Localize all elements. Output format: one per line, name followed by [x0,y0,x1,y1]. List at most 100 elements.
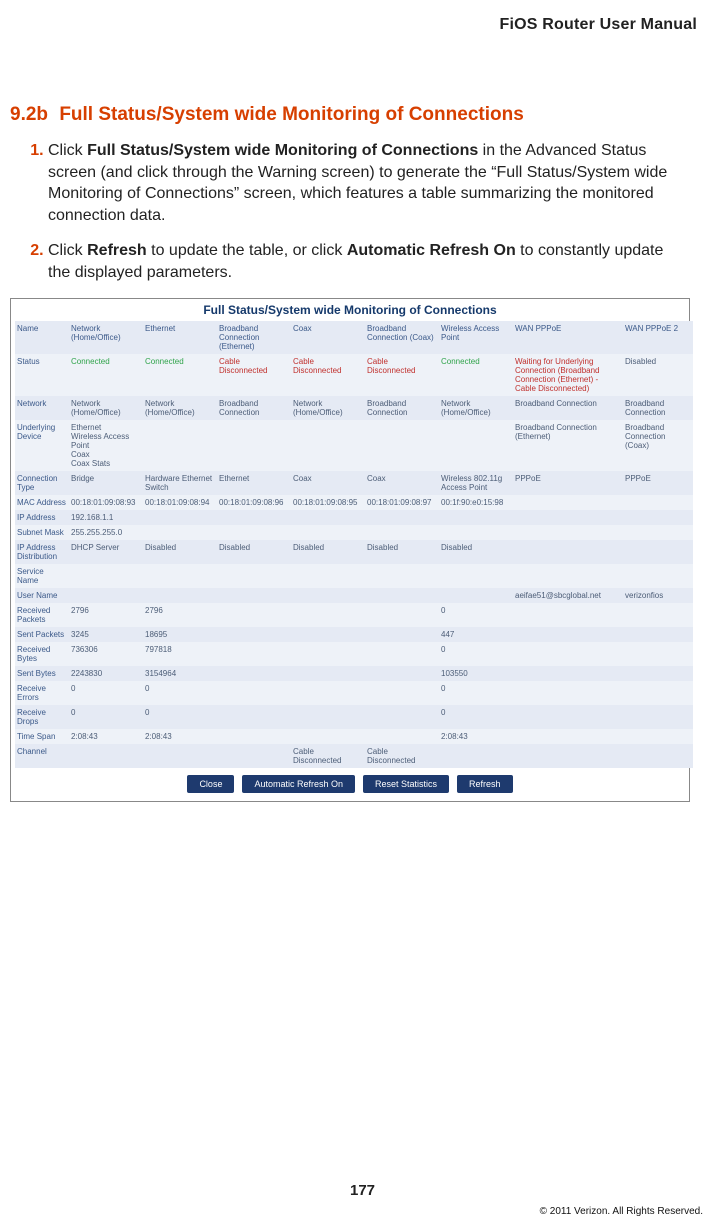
cell [365,525,439,540]
table-header-row: NameNetwork (Home/Office)EthernetBroadba… [15,321,693,354]
cell: 192.168.1.1 [69,510,143,525]
col-header: Ethernet [143,321,217,354]
cell [623,744,693,768]
cell [439,510,513,525]
cell: Connected [439,354,513,396]
cell [217,642,291,666]
table-row: Receive Errors000 [15,681,693,705]
cell: Wireless 802.11g Access Point [439,471,513,495]
table-row: IP Address192.168.1.1 [15,510,693,525]
col-header-rowname: Name [15,321,69,354]
row-label: Network [15,396,69,420]
step2-b2: Automatic Refresh On [347,242,516,259]
cell [291,642,365,666]
cell: 00:18:01:09:08:97 [365,495,439,510]
cell: 00:18:01:09:08:95 [291,495,365,510]
cell: Ethernet [217,471,291,495]
cell [217,420,291,471]
cell [291,705,365,729]
cell: Broadband Connection [623,396,693,420]
table-row: Sent Packets324518695447 [15,627,693,642]
cell: Cable Disconnected [365,354,439,396]
cell: Coax [291,471,365,495]
cell [623,540,693,564]
cell [439,525,513,540]
cell [217,744,291,768]
table-row: Service Name [15,564,693,588]
cell: 0 [69,705,143,729]
cell [217,564,291,588]
copyright-text: © 2011 Verizon. All Rights Reserved. [540,1206,703,1217]
screenshot-box: Full Status/System wide Monitoring of Co… [10,298,690,802]
row-label: Received Packets [15,603,69,627]
step1-bold: Full Status/System wide Monitoring of Co… [87,142,478,159]
section-title: Full Status/System wide Monitoring of Co… [59,104,523,125]
row-label: Service Name [15,564,69,588]
cell: Network (Home/Office) [439,396,513,420]
row-label: Status [15,354,69,396]
step-1: Click Full Status/System wide Monitoring… [48,140,697,226]
nav-button[interactable]: Close [187,775,234,793]
table-row: MAC Address00:18:01:09:08:9300:18:01:09:… [15,495,693,510]
nav-button[interactable]: Reset Statistics [363,775,449,793]
step-2: Click Refresh to update the table, or cl… [48,240,697,283]
row-label: Channel [15,744,69,768]
cell [623,729,693,744]
cell [291,588,365,603]
cell: Network (Home/Office) [143,396,217,420]
nav-button[interactable]: Automatic Refresh On [242,775,355,793]
row-label: Connection Type [15,471,69,495]
cell [291,525,365,540]
cell [513,603,623,627]
manual-title: FiOS Router User Manual [10,16,697,34]
cell [623,495,693,510]
table-row: Received Bytes7363067978180 [15,642,693,666]
cell [143,744,217,768]
cell [365,681,439,705]
cell [143,510,217,525]
cell [365,588,439,603]
cell [513,525,623,540]
cell [439,588,513,603]
cell [623,603,693,627]
col-header: Network (Home/Office) [69,321,143,354]
cell [217,525,291,540]
cell: verizonfios [623,588,693,603]
table-row: Connection TypeBridgeHardware Ethernet S… [15,471,693,495]
cell: 0 [143,705,217,729]
cell [291,510,365,525]
section-number: 9.2b [10,104,48,125]
col-header: WAN PPPoE [513,321,623,354]
cell [439,564,513,588]
row-label: IP Address Distribution [15,540,69,564]
cell [623,705,693,729]
step1-prefix: Click [48,142,87,159]
cell [291,564,365,588]
button-row: Close Automatic Refresh On Reset Statistic… [15,774,685,793]
cell: 0 [439,705,513,729]
cell [623,666,693,681]
cell: 0 [143,681,217,705]
col-header: WAN PPPoE 2 [623,321,693,354]
cell [365,627,439,642]
cell [623,627,693,642]
cell [513,729,623,744]
row-label: Receive Errors [15,681,69,705]
steps-list: Click Full Status/System wide Monitoring… [14,140,697,284]
cell: 00:18:01:09:08:96 [217,495,291,510]
cell: Disabled [439,540,513,564]
section-heading: 9.2b Full Status/System wide Monitoring … [10,104,697,126]
cell [217,729,291,744]
cell: Broadband Connection [365,396,439,420]
cell: Cable Disconnected [291,744,365,768]
row-label: Subnet Mask [15,525,69,540]
row-label: Underlying Device [15,420,69,471]
cell: Disabled [365,540,439,564]
cell: 2:08:43 [69,729,143,744]
row-label: Receive Drops [15,705,69,729]
table-body: StatusConnectedConnectedCable Disconnect… [15,354,693,768]
table-row: Time Span2:08:432:08:432:08:43 [15,729,693,744]
nav-button[interactable]: Refresh [457,775,513,793]
cell [217,681,291,705]
cell [291,420,365,471]
